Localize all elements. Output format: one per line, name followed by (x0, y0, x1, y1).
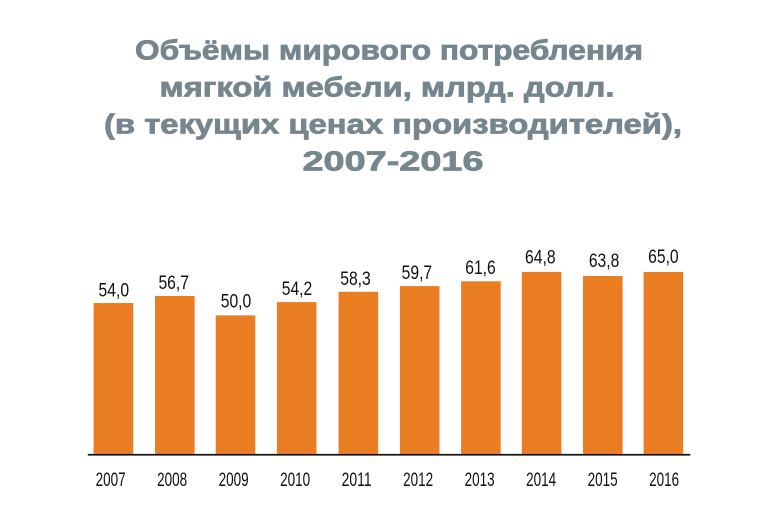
svg-text:2008: 2008 (157, 470, 187, 491)
svg-text:2009: 2009 (219, 470, 249, 491)
svg-text:2015: 2015 (588, 470, 618, 491)
svg-text:Объёмы мирового потребления: Объёмы мирового потребления (135, 35, 643, 66)
svg-text:56,7: 56,7 (158, 273, 189, 294)
svg-text:2007-2016: 2007-2016 (303, 146, 484, 177)
svg-text:58,3: 58,3 (340, 269, 371, 290)
svg-text:64,8: 64,8 (525, 247, 556, 268)
svg-text:63,8: 63,8 (589, 251, 620, 272)
svg-text:65,0: 65,0 (648, 247, 679, 268)
svg-text:54,2: 54,2 (282, 279, 313, 300)
svg-text:2014: 2014 (526, 470, 556, 491)
svg-text:2012: 2012 (403, 470, 433, 491)
svg-text:2007: 2007 (96, 470, 126, 491)
svg-text:2013: 2013 (465, 470, 495, 491)
svg-text:50,0: 50,0 (221, 291, 252, 312)
svg-text:54,0: 54,0 (99, 280, 130, 301)
svg-text:мягкой мебели, млрд. долл.: мягкой мебели, млрд. долл. (160, 72, 615, 103)
svg-text:(в текущих ценах производителе: (в текущих ценах производителей), (104, 109, 682, 140)
svg-text:59,7: 59,7 (402, 263, 433, 284)
svg-text:2010: 2010 (280, 470, 310, 491)
svg-text:2016: 2016 (649, 470, 679, 491)
svg-text:2011: 2011 (342, 470, 372, 491)
svg-text:61,6: 61,6 (465, 258, 496, 279)
